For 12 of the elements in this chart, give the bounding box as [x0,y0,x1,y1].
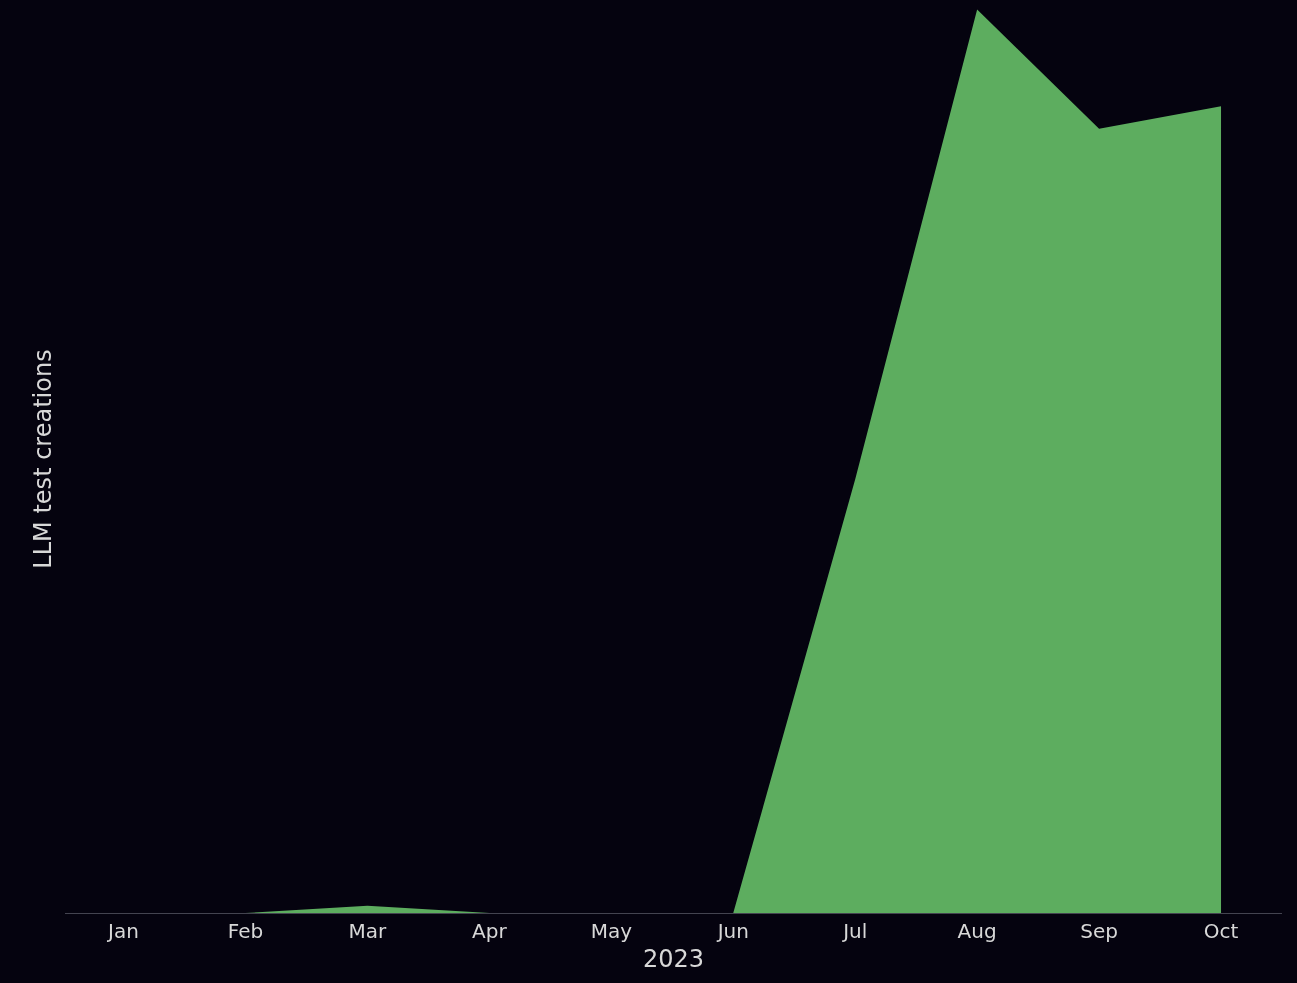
x-tick-label: Sep [1080,919,1118,943]
x-tick-label: May [590,919,633,943]
x-tick-label: Jan [106,919,139,943]
x-tick-label: Oct [1203,919,1239,943]
y-axis-title: LLM test creations [29,349,58,569]
x-tick-label: Jul [841,919,868,943]
x-tick-label: Mar [348,919,388,943]
x-tick-label: Feb [227,919,264,943]
x-tick-label: Aug [957,919,997,943]
x-tick-label: Apr [472,919,508,943]
x-tick-label: Jun [715,919,749,943]
x-axis-title: 2023 [642,945,705,974]
